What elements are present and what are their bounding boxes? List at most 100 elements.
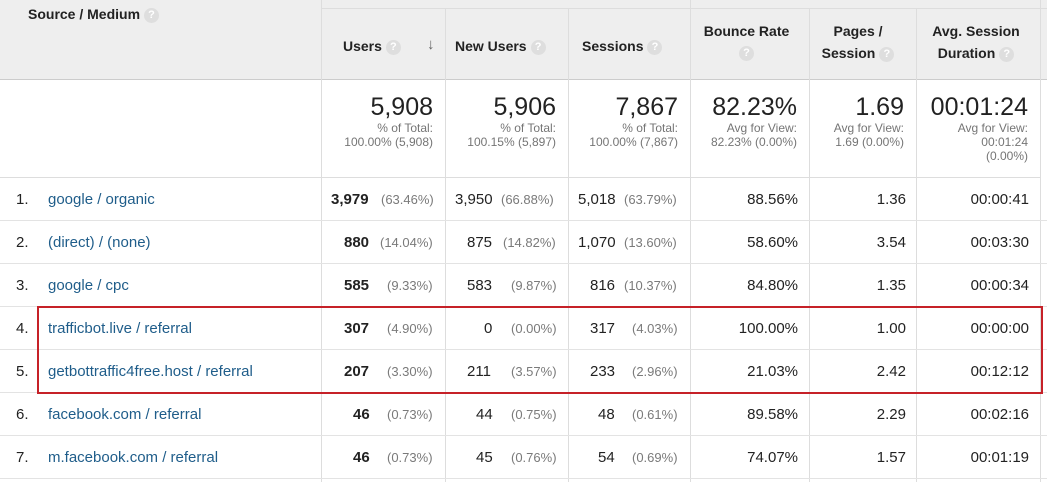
total-pages-caption: Avg for View: <box>833 121 904 135</box>
total-pages-percent: 1.69 (0.00%) <box>835 135 904 149</box>
header-avg-session-duration[interactable]: Avg. Session Duration? <box>916 0 1047 80</box>
source-medium-link[interactable]: google / organic <box>48 191 155 208</box>
row-number: 1. <box>16 191 29 208</box>
sessions-value: 5,018 <box>578 191 616 208</box>
totals-users: 5,908 % of Total: 100.00% (5,908) <box>321 81 445 178</box>
users-percent: (0.73%) <box>387 450 433 465</box>
total-bounce-value: 82.23% <box>712 93 797 121</box>
table-row: 2. (direct) / (none) 880 (14.04%) 875 (1… <box>0 221 1047 264</box>
sessions-value: 317 <box>590 320 616 337</box>
totals-new-users: 5,906 % of Total: 100.15% (5,897) <box>445 81 568 178</box>
help-icon[interactable]: ? <box>879 46 895 62</box>
table-header: Source / Medium? Users? ↓ New Users? Ses… <box>0 0 1047 80</box>
row-number: 6. <box>16 406 29 423</box>
users-value: 307 <box>344 320 370 337</box>
help-icon[interactable]: ? <box>647 39 663 55</box>
source-medium-link[interactable]: google / cpc <box>48 277 129 294</box>
table-row: 1. google / organic 3,979 (63.46%) 3,950… <box>0 178 1047 221</box>
users-percent: (0.73%) <box>387 407 433 422</box>
source-medium-link[interactable]: trafficbot.live / referral <box>48 320 192 337</box>
new-users-value: 45 <box>476 449 493 466</box>
total-users-caption: % of Total: <box>377 121 433 135</box>
header-bounce-rate[interactable]: Bounce Rate ? <box>690 0 809 80</box>
pages-session-value: 2.29 <box>876 406 906 423</box>
total-users-percent: 100.00% (5,908) <box>344 135 433 149</box>
avg-duration-value: 00:00:34 <box>970 277 1029 294</box>
totals-bounce-rate: 82.23% Avg for View: 82.23% (0.00%) <box>690 81 809 178</box>
total-duration-caption: Avg for View: <box>957 121 1028 135</box>
users-value: 3,979 <box>331 191 369 208</box>
help-icon[interactable]: ? <box>530 39 546 55</box>
users-percent: (63.46%) <box>381 192 434 207</box>
totals-sessions: 7,867 % of Total: 100.00% (7,867) <box>568 81 690 178</box>
total-sessions-percent: 100.00% (7,867) <box>589 135 678 149</box>
header-pages-session[interactable]: Pages / Session? <box>809 0 916 80</box>
sort-descending-icon[interactable]: ↓ <box>427 36 435 53</box>
pages-session-value: 2.42 <box>876 363 906 380</box>
bounce-rate-value: 58.60% <box>747 234 798 251</box>
users-value: 585 <box>344 277 370 294</box>
total-sessions-caption: % of Total: <box>622 121 678 135</box>
avg-duration-value: 00:00:41 <box>970 191 1029 208</box>
header-sessions[interactable]: Sessions? <box>568 0 690 80</box>
sessions-value: 233 <box>590 363 616 380</box>
source-medium-link[interactable]: getbottraffic4free.host / referral <box>48 363 253 380</box>
sessions-value: 48 <box>598 406 615 423</box>
totals-label-cell <box>0 81 321 178</box>
pages-session-value: 1.00 <box>876 320 906 337</box>
bounce-rate-value: 21.03% <box>747 363 798 380</box>
table-row: 7. m.facebook.com / referral 46 (0.73%) … <box>0 436 1047 479</box>
sessions-percent: (0.69%) <box>632 450 678 465</box>
header-users-label: Users <box>343 38 382 54</box>
help-icon[interactable]: ? <box>739 45 754 61</box>
header-sessions-label: Sessions <box>582 38 644 54</box>
bounce-rate-value: 100.00% <box>738 320 798 337</box>
header-bounce-label: Bounce Rate <box>703 23 790 39</box>
users-percent: (14.04%) <box>380 235 433 250</box>
sessions-value: 54 <box>598 449 615 466</box>
sessions-percent: (63.79%) <box>624 192 677 207</box>
total-duration-percent: (0.00%) <box>985 149 1028 163</box>
header-source-medium[interactable]: Source / Medium? <box>0 0 321 80</box>
source-medium-link[interactable]: (direct) / (none) <box>48 234 151 251</box>
row-number: 4. <box>16 320 29 337</box>
column-divider <box>1040 0 1041 482</box>
source-medium-link[interactable]: facebook.com / referral <box>48 406 202 423</box>
help-icon[interactable]: ? <box>385 39 401 55</box>
total-duration-avg: 00:01:24 <box>981 135 1028 149</box>
bounce-rate-value: 74.07% <box>747 449 798 466</box>
source-medium-link[interactable]: m.facebook.com / referral <box>48 449 219 466</box>
help-icon[interactable]: ? <box>144 7 160 23</box>
column-divider <box>568 8 569 482</box>
avg-duration-value: 00:01:19 <box>970 449 1029 466</box>
avg-duration-value: 00:00:00 <box>970 320 1029 337</box>
row-number: 2. <box>16 234 29 251</box>
table-row: 6. facebook.com / referral 46 (0.73%) 44… <box>0 393 1047 436</box>
header-source-label: Source / Medium <box>28 6 141 22</box>
header-avg-label-1: Avg. Session <box>932 23 1020 39</box>
new-users-percent: (66.88%) <box>501 192 554 207</box>
header-divider <box>321 8 1047 9</box>
header-new-users[interactable]: New Users? <box>445 0 568 80</box>
help-icon[interactable]: ? <box>999 46 1015 62</box>
sessions-value: 1,070 <box>578 234 616 251</box>
avg-duration-value: 00:12:12 <box>970 363 1029 380</box>
total-bounce-caption: Avg for View: <box>726 121 797 135</box>
total-duration-value: 00:01:24 <box>930 93 1028 121</box>
total-new-users-value: 5,906 <box>493 93 556 121</box>
table-row: 3. google / cpc 585 (9.33%) 583 (9.87%) … <box>0 264 1047 307</box>
table-row: 5. getbottraffic4free.host / referral 20… <box>0 350 1047 393</box>
totals-avg-duration: 00:01:24 Avg for View: 00:01:24 (0.00%) <box>916 81 1040 178</box>
total-users-value: 5,908 <box>370 93 433 121</box>
header-pages-label-1: Pages / <box>833 23 883 39</box>
total-pages-value: 1.69 <box>855 93 904 121</box>
total-bounce-percent: 82.23% (0.00%) <box>710 135 797 149</box>
column-divider <box>809 8 810 482</box>
pages-session-value: 3.54 <box>876 234 906 251</box>
row-number: 3. <box>16 277 29 294</box>
pages-session-value: 1.36 <box>876 191 906 208</box>
bounce-rate-value: 88.56% <box>747 191 798 208</box>
header-users[interactable]: Users? ↓ <box>321 0 445 80</box>
users-percent: (3.30%) <box>387 364 433 379</box>
new-users-percent: (14.82%) <box>503 235 556 250</box>
